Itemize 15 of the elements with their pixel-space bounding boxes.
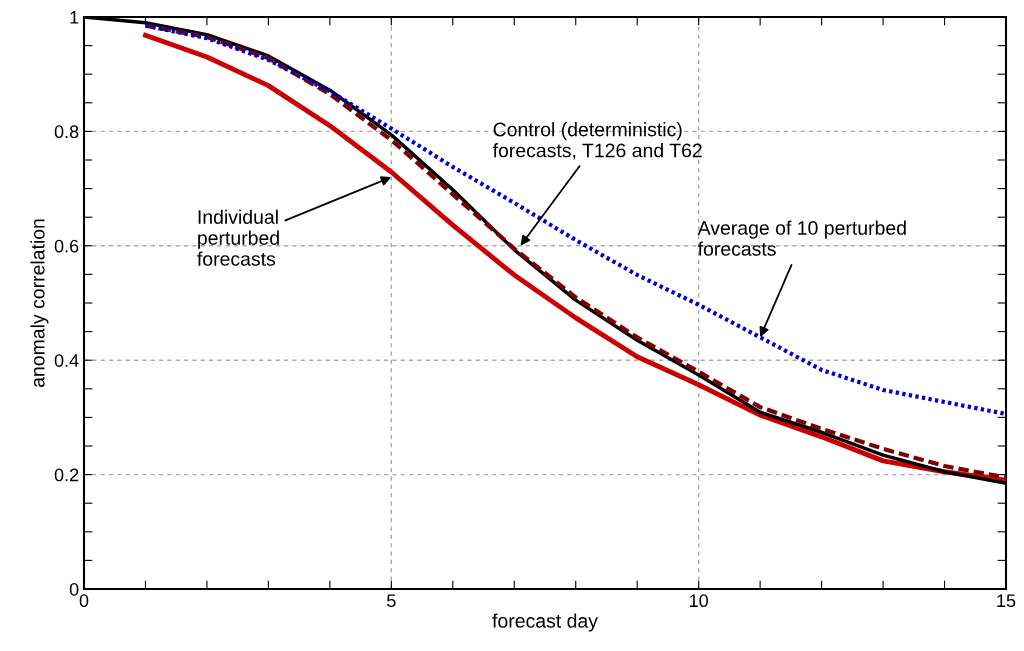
x-axis-title: forecast day	[492, 613, 598, 632]
x-tick-label: 10	[690, 594, 708, 608]
y-tick-label: 0.8	[54, 125, 79, 139]
y-tick-label: 0	[69, 582, 79, 596]
y-tick-label: 1	[70, 11, 79, 24]
annotation: Control (deterministic) forecasts, T126 and T62	[492, 122, 702, 160]
x-tick-label: 0	[79, 594, 89, 608]
x-tick-label: 5	[387, 594, 396, 608]
annotation: Individual perturbed forecasts	[197, 209, 279, 266]
y-tick-label: 0.2	[54, 468, 79, 482]
x-tick-label: 15	[997, 594, 1016, 608]
annotation: Average of 10 perturbed forecasts	[697, 220, 906, 256]
y-axis-title: anomaly correlation	[30, 219, 49, 388]
y-tick-label: 0.6	[54, 239, 79, 253]
y-tick-label: 0.4	[54, 354, 79, 367]
